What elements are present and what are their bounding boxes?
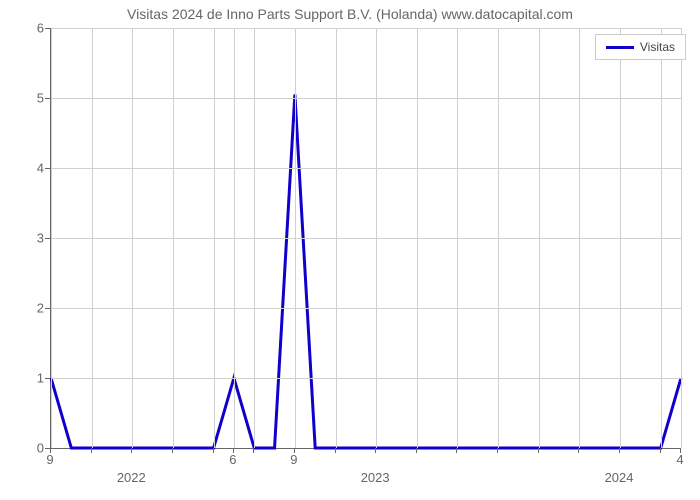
- xtick-mark: [335, 448, 336, 453]
- xtick-mark: [538, 448, 539, 453]
- xtick-mark: [375, 448, 376, 453]
- ytick-mark: [45, 28, 50, 29]
- grid-line-v: [173, 28, 174, 448]
- xtick-label-month: 9: [46, 452, 53, 467]
- grid-line-v: [92, 28, 93, 448]
- grid-line-h: [51, 28, 681, 29]
- ytick-label: 5: [14, 91, 44, 106]
- ytick-label: 1: [14, 371, 44, 386]
- grid-line-v: [498, 28, 499, 448]
- grid-line-v: [417, 28, 418, 448]
- xtick-label-year: 2023: [361, 470, 390, 485]
- ytick-mark: [45, 308, 50, 309]
- xtick-mark: [578, 448, 579, 453]
- xtick-label-year: 2024: [605, 470, 634, 485]
- xtick-label-month: 6: [229, 452, 236, 467]
- ytick-label: 0: [14, 441, 44, 456]
- grid-line-h: [51, 168, 681, 169]
- grid-line-v: [51, 28, 52, 448]
- chart-title: Visitas 2024 de Inno Parts Support B.V. …: [0, 6, 700, 22]
- xtick-mark: [456, 448, 457, 453]
- legend: Visitas: [595, 34, 686, 60]
- ytick-mark: [45, 98, 50, 99]
- grid-line-h: [51, 308, 681, 309]
- grid-line-v: [336, 28, 337, 448]
- ytick-mark: [45, 378, 50, 379]
- xtick-label-year: 2022: [117, 470, 146, 485]
- ytick-label: 2: [14, 301, 44, 316]
- xtick-mark: [497, 448, 498, 453]
- ytick-label: 6: [14, 21, 44, 36]
- grid-line-v: [620, 28, 621, 448]
- legend-swatch: [606, 46, 634, 49]
- ytick-label: 3: [14, 231, 44, 246]
- grid-line-v: [579, 28, 580, 448]
- ytick-mark: [45, 238, 50, 239]
- xtick-mark: [619, 448, 620, 453]
- xtick-mark: [660, 448, 661, 453]
- grid-line-h: [51, 378, 681, 379]
- grid-line-v: [132, 28, 133, 448]
- xtick-label-month: 9: [290, 452, 297, 467]
- grid-line-v: [254, 28, 255, 448]
- grid-line-h: [51, 98, 681, 99]
- grid-line-v: [295, 28, 296, 448]
- xtick-mark: [131, 448, 132, 453]
- xtick-mark: [416, 448, 417, 453]
- grid-line-h: [51, 238, 681, 239]
- xtick-label-month: 4: [676, 452, 683, 467]
- line-chart: Visitas 2024 de Inno Parts Support B.V. …: [0, 0, 700, 500]
- plot-area: [50, 28, 681, 449]
- xtick-mark: [253, 448, 254, 453]
- grid-line-v: [539, 28, 540, 448]
- ytick-mark: [45, 168, 50, 169]
- xtick-mark: [91, 448, 92, 453]
- xtick-mark: [172, 448, 173, 453]
- grid-line-v: [681, 28, 682, 448]
- grid-line-v: [376, 28, 377, 448]
- ytick-label: 4: [14, 161, 44, 176]
- grid-line-v: [214, 28, 215, 448]
- grid-line-v: [457, 28, 458, 448]
- xtick-mark: [213, 448, 214, 453]
- grid-line-v: [234, 28, 235, 448]
- grid-line-v: [661, 28, 662, 448]
- legend-label: Visitas: [640, 40, 675, 54]
